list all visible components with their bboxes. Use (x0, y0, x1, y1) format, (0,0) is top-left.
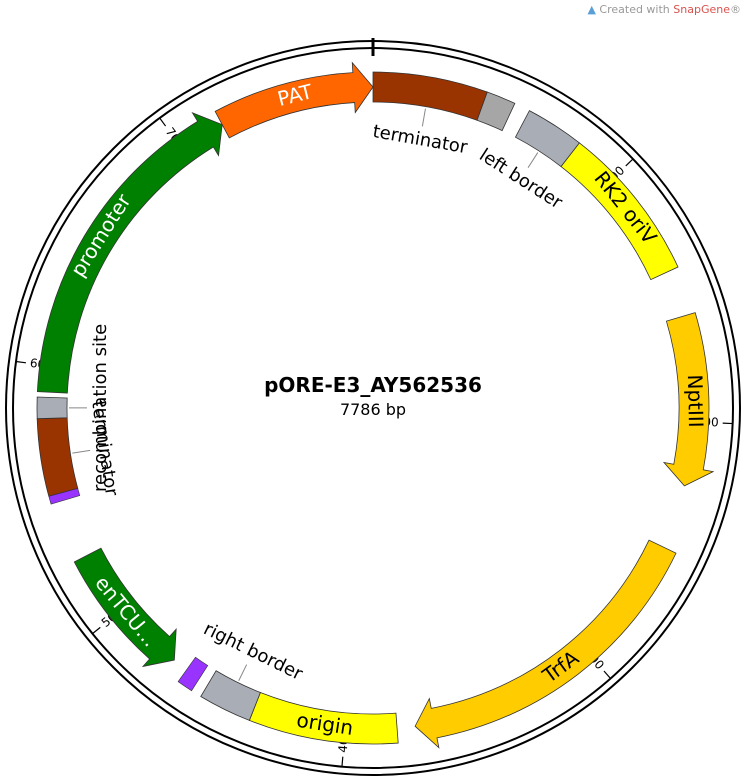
purple-marker-2 (48, 488, 81, 505)
purple-marker-1 (177, 656, 209, 692)
tick-mark (92, 626, 101, 635)
tick-mark (341, 756, 344, 767)
feature-terminator-2[interactable] (36, 417, 79, 497)
watermark-suffix: ® (730, 3, 741, 16)
center-title: pORE-E3_AY562536 7786 bp (264, 373, 482, 419)
label-leader-line (238, 664, 248, 681)
feature-label-terminator: terminator (371, 121, 469, 158)
snapgene-logo-icon: ▲ (587, 3, 596, 16)
feature-terminator[interactable] (372, 71, 488, 121)
tick-mark (15, 360, 27, 364)
feature-small-gray[interactable] (476, 91, 516, 132)
tick-mark (625, 158, 634, 167)
snapgene-watermark: ▲ Created with SnapGene® (587, 3, 741, 16)
feature-nptiii[interactable] (662, 312, 715, 487)
feature-entcup[interactable] (73, 547, 177, 668)
label-leader-line (72, 449, 91, 454)
feature-promoter[interactable] (36, 112, 223, 394)
feature-right-border[interactable] (200, 670, 261, 721)
watermark-prefix: Created with (599, 3, 674, 16)
plasmid-name: pORE-E3_AY562536 (264, 373, 482, 397)
tick-mark (603, 670, 612, 679)
tick-mark (159, 117, 167, 127)
plasmid-length: 7786 bp (340, 400, 406, 419)
feature-label-recombination-site: recombination site (90, 324, 111, 492)
features-layer (36, 61, 715, 749)
watermark-brand: SnapGene (673, 3, 730, 16)
feature-label-nptiii: NptIII (683, 374, 708, 428)
label-leader-line (421, 108, 426, 127)
feature-rk2-oriv[interactable] (560, 142, 679, 281)
feature-label-entcup: enTCU… (90, 571, 162, 652)
label-leader-line (527, 152, 539, 168)
feature-recombination-site[interactable] (36, 396, 68, 420)
feature-pat[interactable] (214, 61, 374, 139)
backbone-circle (5, 38, 741, 776)
feature-trfa[interactable] (414, 539, 677, 749)
